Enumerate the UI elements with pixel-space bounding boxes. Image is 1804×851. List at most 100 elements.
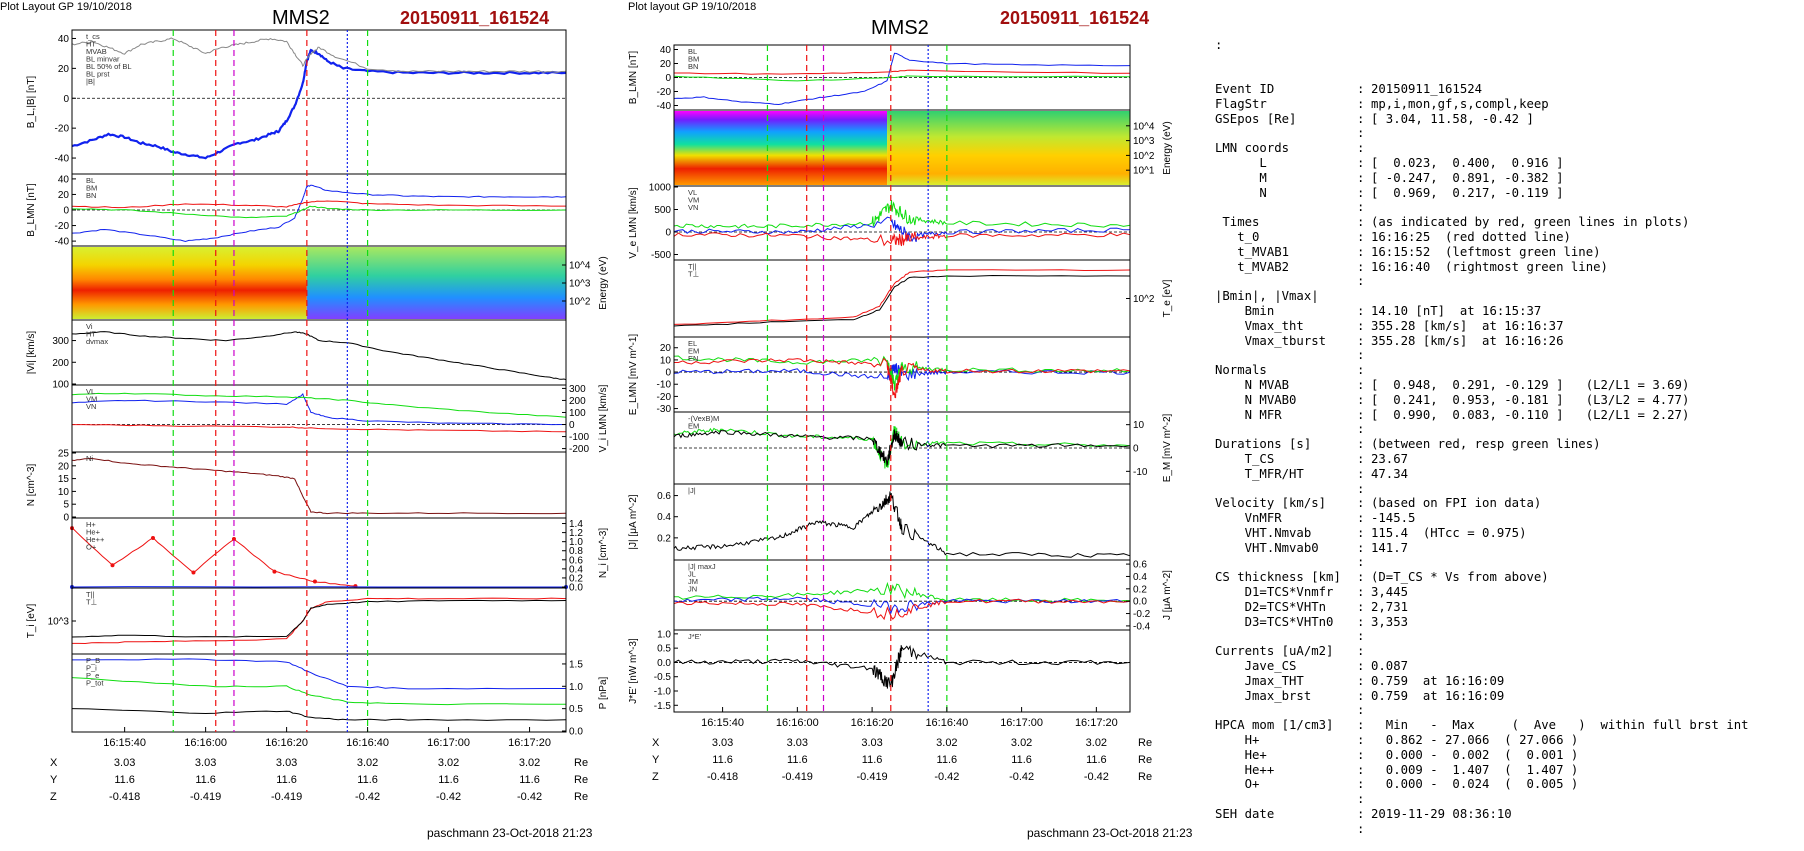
info-row: t_MVAB1:16:15:52 (leftmost green line) <box>1215 245 1800 260</box>
info-row-separator: : <box>1357 674 1371 689</box>
position-value: 3.02 <box>438 757 459 769</box>
x-tick-label: 16:16:20 <box>265 737 308 749</box>
info-row: : <box>1215 274 1800 289</box>
y-tick-label: 0 <box>569 420 575 431</box>
position-value: 11.6 <box>1086 754 1107 766</box>
y-tick-label: -0.2 <box>1133 609 1151 620</box>
y-tick-label: 1.5 <box>569 659 583 670</box>
info-row: H+: 0.862 - 27.066 ( 27.066 ) <box>1215 733 1800 748</box>
info-row-label: t_0 <box>1215 230 1357 245</box>
info-row: Currents [uA/m2]: <box>1215 644 1800 659</box>
info-row-separator: : <box>1357 777 1371 792</box>
info-row-separator: : <box>1357 822 1371 837</box>
info-row-label: D1=TCS*Vnmfr <box>1215 585 1357 600</box>
y-tick-label: -1.5 <box>654 701 672 712</box>
y-tick-label: -40 <box>55 154 70 165</box>
info-row: N:[ 0.969, 0.217, -0.119 ] <box>1215 186 1800 201</box>
y-axis-label: T_e [eV] <box>1162 279 1173 317</box>
y-tick-label: 0 <box>1133 444 1139 455</box>
info-row-value: 0.759 at 16:16:09 <box>1371 689 1504 703</box>
y-tick-label: -0.5 <box>654 672 672 683</box>
series-line-He++ <box>72 528 355 587</box>
mid-signature: paschmann 23-Oct-2018 21:23 <box>1027 826 1192 840</box>
info-row: Bmin:14.10 [nT] at 16:15:37 <box>1215 304 1800 319</box>
info-row-value: 0.009 - 1.407 ( 1.407 ) <box>1371 763 1578 777</box>
y-tick-label: 0.2 <box>1133 584 1147 595</box>
info-row-label: GSEpos [Re] <box>1215 112 1357 127</box>
legend-entry: BN <box>86 191 96 200</box>
info-row-value: [ 0.241, 0.953, -0.181 ] (L3/L2 = 4.77) <box>1371 393 1689 407</box>
info-row-label: VHT.Nmvab <box>1215 526 1357 541</box>
info-row-label: Event ID <box>1215 82 1357 97</box>
y-axis-label: P [nPa] <box>598 676 609 709</box>
info-row: Normals: <box>1215 363 1800 378</box>
info-row: t_0:16:16:25 (red dotted line) <box>1215 230 1800 245</box>
info-row-separator: : <box>1357 807 1371 822</box>
info-row-label: Vmax_tburst <box>1215 334 1357 349</box>
info-row-label: Jmax_brst <box>1215 689 1357 704</box>
y-tick-label: 0.5 <box>569 704 583 715</box>
position-row-label: Y <box>652 754 660 766</box>
y-tick-label: 100 <box>569 408 586 419</box>
info-row-separator: : <box>1357 437 1371 452</box>
info-row: : <box>1215 703 1800 718</box>
series-line-T⊥ <box>72 600 566 637</box>
info-row-separator: : <box>1357 600 1371 615</box>
info-row: Jmax_THT:0.759 at 16:16:09 <box>1215 674 1800 689</box>
info-row-separator: : <box>1357 200 1371 215</box>
series-line-P_e <box>72 709 566 721</box>
position-value: -0.418 <box>707 771 738 783</box>
info-row-separator: : <box>1357 245 1371 260</box>
info-row-value: [ 0.948, 0.291, -0.129 ] (L2/L1 = 3.69) <box>1371 378 1689 392</box>
info-row-value: [ 0.023, 0.400, 0.916 ] <box>1371 156 1564 170</box>
info-row-separator: : <box>1357 378 1371 393</box>
info-row: Jmax_brst:0.759 at 16:16:09 <box>1215 689 1800 704</box>
series-line-VM <box>674 200 1130 228</box>
position-value: 11.6 <box>937 754 958 766</box>
y-tick-label: 25 <box>58 449 70 460</box>
info-row-label: N MVAB0 <box>1215 393 1357 408</box>
x-tick-label: 16:16:40 <box>925 717 968 729</box>
series-line-BN <box>674 70 1130 74</box>
y-axis-label: Energy (eV) <box>598 256 609 309</box>
y-tick-label: 0.2 <box>657 533 671 544</box>
y-tick-label: 1.0 <box>657 629 671 640</box>
info-row-label: H+ <box>1215 733 1357 748</box>
y-tick-label: 0 <box>665 368 671 379</box>
info-row: Event ID:20150911_161524 <box>1215 82 1800 97</box>
position-value: 11.6 <box>114 774 135 786</box>
info-row-separator: : <box>1357 526 1371 541</box>
y-tick-label: 0 <box>63 94 69 105</box>
info-row-separator: : <box>1357 703 1371 718</box>
info-row-label: Velocity [km/s] <box>1215 496 1357 511</box>
info-row: T_CS:23.67 <box>1215 452 1800 467</box>
panel-frame <box>674 260 1130 337</box>
position-value: 3.02 <box>357 757 378 769</box>
info-row: VHT.Nmvab:115.4 (HTcc = 0.975) <box>1215 526 1800 541</box>
info-row: GSEpos [Re]:[ 3.04, 11.58, -0.42 ] <box>1215 112 1800 127</box>
position-value: 3.03 <box>712 737 733 749</box>
panel-M7: |J| <box>674 486 1130 557</box>
legend-entry: JN <box>688 585 697 594</box>
info-row-separator: : <box>1357 186 1371 201</box>
y-tick-label: -20 <box>55 124 70 135</box>
y-tick-label: -10 <box>1133 467 1148 478</box>
y-tick-label: -500 <box>651 250 671 261</box>
position-value: -0.42 <box>934 771 959 783</box>
x-tick-label: 16:16:20 <box>851 717 894 729</box>
y-axis-label: J [μA m^-2] <box>1162 570 1173 620</box>
position-unit: Re <box>574 774 588 786</box>
y-tick-label: 40 <box>660 45 672 56</box>
position-value: 11.6 <box>357 774 378 786</box>
info-row: : <box>1215 792 1800 807</box>
info-row-label: VnMFR <box>1215 511 1357 526</box>
y-axis-label: |Vi| [km/s] <box>26 331 37 375</box>
info-row-value: mp,i,mon,gf,s,compl,keep <box>1371 97 1549 111</box>
position-value: 11.6 <box>438 774 459 786</box>
